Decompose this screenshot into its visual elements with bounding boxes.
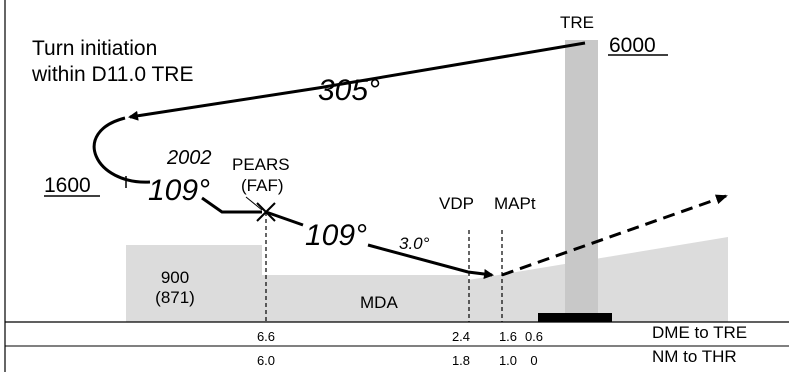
glide-angle: 3.0° bbox=[399, 234, 430, 253]
runway-bar bbox=[538, 313, 612, 322]
nm-value: 1.0 bbox=[499, 353, 517, 368]
nm-value: 6.0 bbox=[257, 353, 275, 368]
nm-header: NM to THR bbox=[652, 347, 737, 366]
final-descent-2 bbox=[367, 243, 494, 279]
obstacle-block bbox=[126, 245, 262, 322]
faf-cross-icon bbox=[256, 202, 276, 222]
turn-note-line1: Turn initiation bbox=[32, 37, 157, 60]
dme-value: 1.6 bbox=[499, 329, 517, 344]
nm-value: 0 bbox=[530, 353, 537, 368]
nm-value: 1.8 bbox=[452, 353, 470, 368]
obstacle-altitude: 900 bbox=[161, 268, 189, 287]
dme-value: 6.6 bbox=[257, 329, 275, 344]
inbound-course-1: 109° bbox=[148, 174, 210, 207]
turn-note-line2: within D11.0 TRE bbox=[31, 63, 193, 86]
mda-label: MDA bbox=[360, 293, 398, 312]
inbound-course-2: 109° bbox=[305, 219, 367, 252]
faf-pointer bbox=[245, 196, 263, 211]
dme-value: 0.6 bbox=[525, 329, 543, 344]
mapt-label: MAPt bbox=[494, 194, 536, 213]
procedure-turn bbox=[92, 116, 151, 184]
faf-altitude: 2002 bbox=[166, 147, 212, 169]
inbound-level-segment bbox=[201, 196, 262, 214]
tre-beacon-column bbox=[565, 40, 598, 322]
missed-approach-track bbox=[501, 194, 728, 277]
dme-header: DME to TRE bbox=[652, 323, 747, 342]
mda-block bbox=[262, 275, 468, 322]
outbound-track bbox=[128, 41, 586, 121]
tre-altitude: 6000 bbox=[609, 34, 656, 57]
outbound-course: 305° bbox=[318, 74, 380, 107]
final-descent-1 bbox=[265, 210, 304, 227]
faf-label: (FAF) bbox=[241, 176, 284, 195]
dme-value: 2.4 bbox=[452, 329, 470, 344]
obstacle-height: (871) bbox=[155, 288, 195, 307]
vdp-label: VDP bbox=[439, 194, 474, 213]
procedure-turn-altitude: 1600 bbox=[44, 174, 91, 197]
pears-label: PEARS bbox=[232, 155, 290, 174]
tre-label: TRE bbox=[560, 13, 594, 32]
